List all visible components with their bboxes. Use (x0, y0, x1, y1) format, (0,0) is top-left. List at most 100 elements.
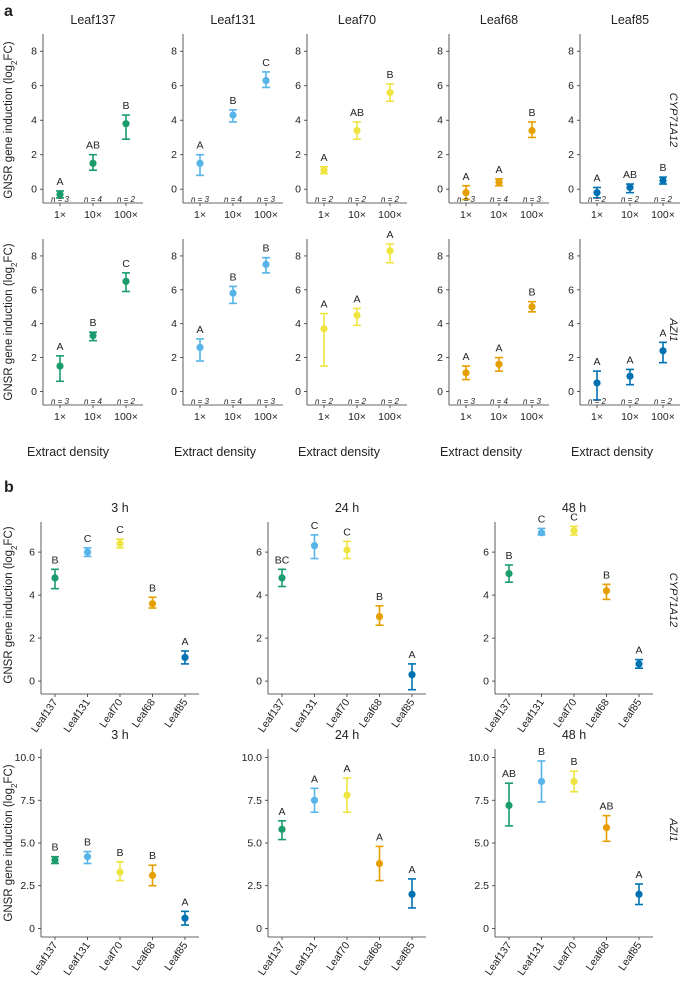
panel-9-x-tick-label: 1× (591, 411, 603, 423)
panel-10-data-point (148, 600, 157, 608)
panel-4-n-label: n = 2 (654, 195, 673, 204)
panel-6-data-point (196, 343, 204, 352)
panel-3-n-label: n = 3 (523, 195, 542, 204)
panel-13-significance-letter: A (181, 896, 188, 908)
panel-12-data-point (602, 587, 611, 595)
panel-7-significance-letter: A (320, 299, 327, 311)
panel-12-significance-letter: A (635, 645, 642, 657)
panel-11-x-tick-label: Leaf131 (288, 697, 320, 735)
panel-12-significance-letter: B (505, 550, 512, 562)
panel-1-data-point (196, 159, 204, 167)
panel-2-significance-letter: A (320, 152, 327, 164)
panel-5-x-tick-label: 100× (114, 411, 138, 423)
gene-label-cyp71a12-b: CYP71A12 (667, 573, 679, 627)
panel-8-y-tick-label: 8 (437, 250, 443, 262)
panel-14-x-tick-label: Leaf68 (357, 940, 385, 973)
panel-11-data-point (343, 546, 351, 554)
panel-8-significance-letter: B (528, 287, 535, 299)
panel-11-x-tick-label: Leaf68 (357, 697, 385, 730)
panel-4-significance-letter: AB (623, 169, 637, 181)
panel-9-significance-letter: A (626, 354, 633, 366)
panel-6-n-label: n = 4 (224, 397, 243, 406)
panel-11-significance-letter: C (311, 520, 319, 532)
panel-4-y-tick-label: 8 (568, 46, 574, 58)
panel-12-title: 48 h (562, 501, 586, 515)
panel-10-significance-letter: A (181, 636, 188, 648)
panel-9-y-tick-label: 4 (568, 318, 574, 330)
panel-8-y-tick-label: 4 (437, 318, 443, 330)
panel-5-y-tick-label: 8 (31, 250, 37, 262)
panel-12-y-tick-label: 6 (483, 547, 489, 559)
panel-11-title: 24 h (335, 501, 359, 515)
panel-6-significance-letter: B (262, 243, 269, 255)
panel-3-n-label: n = 4 (490, 195, 509, 204)
panel-0-significance-letter: B (122, 100, 129, 112)
panel-10-data-point (181, 653, 189, 662)
panel-11-y-tick-label: 0 (256, 676, 262, 688)
panel-3-y-tick-label: 6 (437, 80, 443, 92)
panel-10-y-tick-label: 0 (29, 676, 35, 688)
panel-13-y-tick-label: 7.5 (20, 795, 35, 807)
panel-0-title: Leaf137 (70, 13, 115, 27)
panel-0-significance-letter: AB (86, 140, 100, 152)
panel-10-y-tick-label: 6 (29, 547, 35, 559)
panel-5-y-tick-label: 2 (31, 352, 37, 364)
panel-7-y-tick-label: 2 (295, 352, 301, 364)
panel-15-data-point (635, 890, 643, 898)
panel-13-data-point (51, 856, 59, 864)
panel-13-data-point (181, 914, 189, 922)
panel-10-x-tick-label: Leaf68 (130, 697, 158, 730)
panel-14-y-tick-label: 0 (256, 923, 262, 935)
panel-10-y-tick-label: 4 (29, 590, 35, 602)
panel-8-significance-letter: A (462, 351, 469, 363)
panel-10-data-point (116, 539, 124, 548)
panel-6-n-label: n = 3 (191, 397, 210, 406)
panel-0-y-tick-label: 0 (31, 184, 37, 196)
panel-a-xlabel: Extract density (27, 445, 110, 459)
panel-11-y-tick-label: 4 (256, 590, 262, 602)
panel-a-xlabel: Extract density (298, 445, 381, 459)
panel-1-y-tick-label: 6 (171, 80, 177, 92)
panel-9-n-label: n = 2 (654, 397, 673, 406)
panel-15-x-tick-label: Leaf137 (483, 940, 515, 978)
panel-15-x-tick-label: Leaf85 (616, 940, 644, 973)
panel-10-significance-letter: C (84, 533, 92, 545)
panel-2-y-tick-label: 6 (295, 80, 301, 92)
panel-13-data-point (148, 871, 157, 880)
panel-6-x-tick-label: 100× (254, 411, 278, 423)
panel-4-significance-letter: B (659, 162, 666, 174)
panel-7-y-tick-label: 4 (295, 318, 301, 330)
panel-7-significance-letter: A (353, 293, 360, 305)
y-axis-label-b-top: GNSR gene induction (log2FC) (3, 526, 19, 683)
panel-15-data-point (537, 777, 546, 786)
panel-11-y-tick-label: 6 (256, 547, 262, 559)
panel-12-significance-letter: C (570, 511, 578, 523)
gene-label-azi1-b: AZI1 (667, 817, 679, 841)
panel-2-y-tick-label: 8 (295, 46, 301, 58)
panel-15-significance-letter: B (538, 746, 545, 758)
panel-12-y-tick-label: 2 (483, 633, 489, 645)
panel-15-y-tick-label: 7.5 (474, 795, 489, 807)
panel-6-y-tick-label: 8 (171, 250, 177, 262)
panel-4-n-label: n = 2 (588, 195, 607, 204)
panel-11-x-tick-label: Leaf70 (324, 697, 352, 730)
y-axis-label-a-top: GNSR gene induction (log2FC) (3, 41, 19, 198)
panel-2-significance-letter: AB (350, 107, 364, 119)
panel-10-data-point (51, 574, 59, 582)
panel-8-data-point (462, 369, 470, 377)
panel-8-x-tick-label: 10× (490, 411, 508, 423)
panel-14-y-tick-label: 10.0 (242, 752, 263, 764)
panel-6-y-tick-label: 0 (171, 386, 177, 398)
panel-14-data-point (310, 796, 319, 804)
panel-3-y-tick-label: 8 (437, 46, 443, 58)
panel-4-title: Leaf85 (611, 13, 649, 27)
panel-15-significance-letter: B (570, 756, 577, 768)
panel-0-x-tick-label: 1× (54, 209, 66, 221)
gene-label-cyp71a12-a: CYP71A12 (667, 93, 679, 147)
panel-15-y-tick-label: 5.0 (474, 838, 489, 850)
panel-4-y-tick-label: 6 (568, 80, 574, 92)
panel-2-y-tick-label: 2 (295, 149, 301, 161)
panel-a-xlabel: Extract density (174, 445, 257, 459)
panel-5-y-tick-label: 0 (31, 386, 37, 398)
panel-6-y-tick-label: 2 (171, 352, 177, 364)
